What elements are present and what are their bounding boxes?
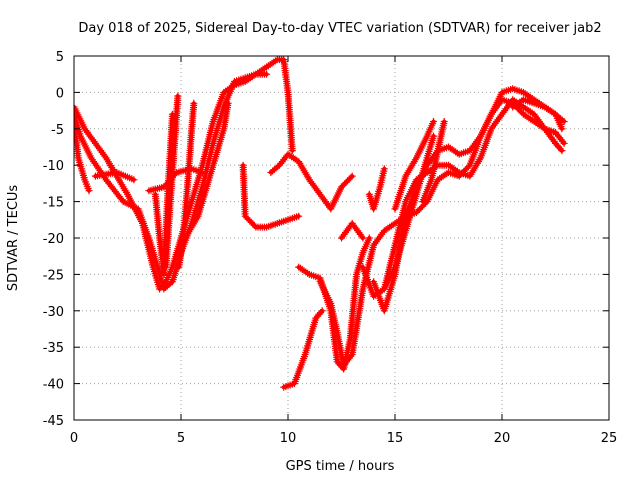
- series-arc-3: [74, 118, 93, 195]
- x-axis-label: GPS time / hours: [286, 459, 395, 474]
- x-tick-label: 0: [70, 431, 78, 446]
- ticks: 0 5 10 15 20 25 5 0 -5 -10 -15 -20 -25 -30 -35 -40 -45: [43, 50, 618, 446]
- series-layer: [74, 56, 568, 391]
- series-markers: [391, 118, 437, 213]
- series-arc-15: [359, 96, 566, 300]
- series-markers: [267, 150, 356, 213]
- y-tick-label: -10: [43, 159, 64, 174]
- y-tick-label: -20: [43, 232, 64, 247]
- series-arc-8: [162, 92, 182, 271]
- x-tick-label: 15: [387, 431, 404, 446]
- series-arc-12: [280, 307, 326, 391]
- series-arc-18: [391, 118, 437, 213]
- series-markers: [162, 92, 182, 271]
- y-tick-label: -5: [51, 123, 64, 138]
- series-arc-19: [419, 118, 448, 206]
- x-tick-label: 5: [177, 431, 185, 446]
- y-tick-label: -45: [43, 414, 64, 429]
- series-markers: [359, 96, 566, 300]
- series-arc-21: [365, 165, 388, 213]
- series-markers: [175, 99, 198, 271]
- series-arc-17: [380, 132, 437, 293]
- series-markers: [91, 169, 138, 184]
- y-tick-label: -15: [43, 196, 64, 211]
- series-markers: [177, 99, 232, 249]
- series-markers: [365, 165, 388, 213]
- series-arc-10: [239, 161, 303, 231]
- x-tick-label: 25: [601, 431, 618, 446]
- series-arc-20: [509, 96, 568, 125]
- series-markers: [338, 219, 367, 242]
- series-markers: [419, 118, 448, 206]
- series-arc-5: [91, 169, 138, 184]
- y-tick-label: -25: [43, 268, 64, 283]
- y-tick-label: -35: [43, 341, 64, 356]
- series-arc-2: [74, 70, 271, 293]
- y-tick-label: 5: [56, 50, 64, 65]
- y-axis-label: SDTVAR / TECUs: [6, 185, 21, 292]
- series-arc-22: [338, 219, 367, 242]
- x-tick-label: 10: [280, 431, 297, 446]
- y-tick-label: -30: [43, 305, 64, 320]
- series-markers: [380, 132, 437, 293]
- series-markers: [509, 96, 568, 125]
- series-markers: [74, 118, 93, 195]
- series-markers: [280, 307, 326, 391]
- y-tick-label: 0: [56, 86, 64, 101]
- series-arc-7: [175, 99, 198, 271]
- y-tick-label: -40: [43, 378, 64, 393]
- series-arc-11: [267, 150, 356, 213]
- chart-title: Day 018 of 2025, Sidereal Day-to-day VTE…: [78, 21, 601, 36]
- series-line: [371, 97, 567, 313]
- x-tick-label: 20: [494, 431, 511, 446]
- series-markers: [239, 161, 303, 231]
- series-arc-9: [177, 99, 232, 249]
